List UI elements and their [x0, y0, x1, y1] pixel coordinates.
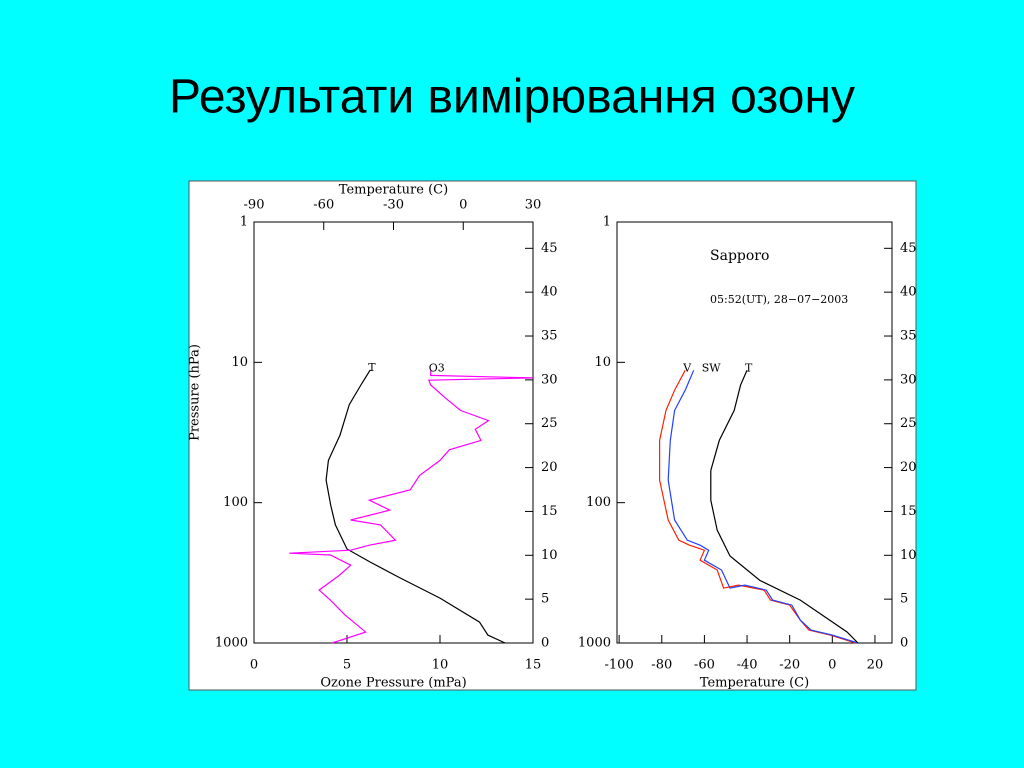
x-tick-label: -60 — [694, 658, 715, 673]
figure-panel — [188, 180, 917, 691]
annotation: Sapporo — [710, 248, 769, 264]
y2-tick-label: 35 — [900, 329, 917, 344]
y-tick-label: 1 — [240, 215, 248, 230]
y-tick-label: 1000 — [578, 636, 611, 651]
y2-tick-label: 25 — [541, 416, 558, 431]
y2-tick-label: 5 — [900, 592, 908, 607]
x-tick-label: 10 — [432, 658, 449, 673]
plot-frame — [616, 221, 893, 644]
y-tick-label: 10 — [594, 355, 611, 370]
x-axis-label: Ozone Pressure (mPa) — [320, 676, 466, 691]
y2-tick-label: 30 — [541, 372, 558, 387]
x-tick-label: -80 — [651, 658, 672, 673]
y2-tick-label: 45 — [900, 241, 917, 256]
series-line — [289, 370, 534, 644]
series-label: V — [682, 361, 692, 374]
y2-tick-label: 25 — [900, 416, 917, 431]
x2-tick-label: -90 — [244, 198, 265, 213]
y2-tick-label: 20 — [541, 460, 558, 475]
x2-tick-label: -60 — [313, 198, 334, 213]
y2-tick-label: 45 — [541, 241, 558, 256]
series-label: T — [745, 361, 753, 374]
y2-tick-label: 10 — [900, 548, 917, 563]
series-label: SW — [702, 361, 722, 374]
x-tick-label: -20 — [779, 658, 800, 673]
x-tick-label: 0 — [828, 658, 836, 673]
slide-title: Результати вимірювання озону — [169, 71, 855, 124]
x-tick-label: 5 — [343, 658, 351, 673]
annotation: 05:52(UT), 28−07−2003 — [710, 293, 848, 306]
x2-tick-label: -30 — [383, 198, 404, 213]
y2-tick-label: 0 — [541, 636, 549, 651]
series-label: O3 — [429, 361, 445, 374]
y-tick-label: 100 — [223, 495, 248, 510]
y-tick-label: 1 — [603, 215, 611, 230]
y2-tick-label: 10 — [541, 548, 558, 563]
y2-tick-label: 15 — [900, 504, 917, 519]
series-line — [710, 370, 859, 644]
y2-tick-label: 15 — [541, 504, 558, 519]
y2-tick-label: 40 — [900, 285, 917, 300]
y2-tick-label: 20 — [900, 460, 917, 475]
y2-tick-label: 5 — [541, 592, 549, 607]
y2-tick-label: 40 — [541, 285, 558, 300]
x2-axis-label: Temperature (C) — [339, 183, 448, 198]
x-tick-label: -40 — [737, 658, 758, 673]
y2-tick-label: 35 — [541, 329, 558, 344]
series-line — [667, 370, 859, 644]
x-tick-label: -100 — [605, 658, 634, 673]
y-axis-label: Pressure (hPa) — [188, 344, 203, 441]
x2-tick-label: 0 — [459, 198, 467, 213]
y2-tick-label: 0 — [900, 636, 908, 651]
x-tick-label: 15 — [525, 658, 542, 673]
x-axis-label: Temperature (C) — [700, 676, 809, 691]
x2-tick-label: 30 — [525, 198, 542, 213]
x-tick-label: 0 — [250, 658, 258, 673]
y2-tick-label: 30 — [900, 372, 917, 387]
series-label: T — [368, 361, 376, 374]
y-tick-label: 10 — [231, 355, 248, 370]
x-tick-label: 20 — [867, 658, 884, 673]
series-line — [325, 369, 506, 644]
y-tick-label: 1000 — [215, 636, 248, 651]
y-tick-label: 100 — [586, 495, 611, 510]
